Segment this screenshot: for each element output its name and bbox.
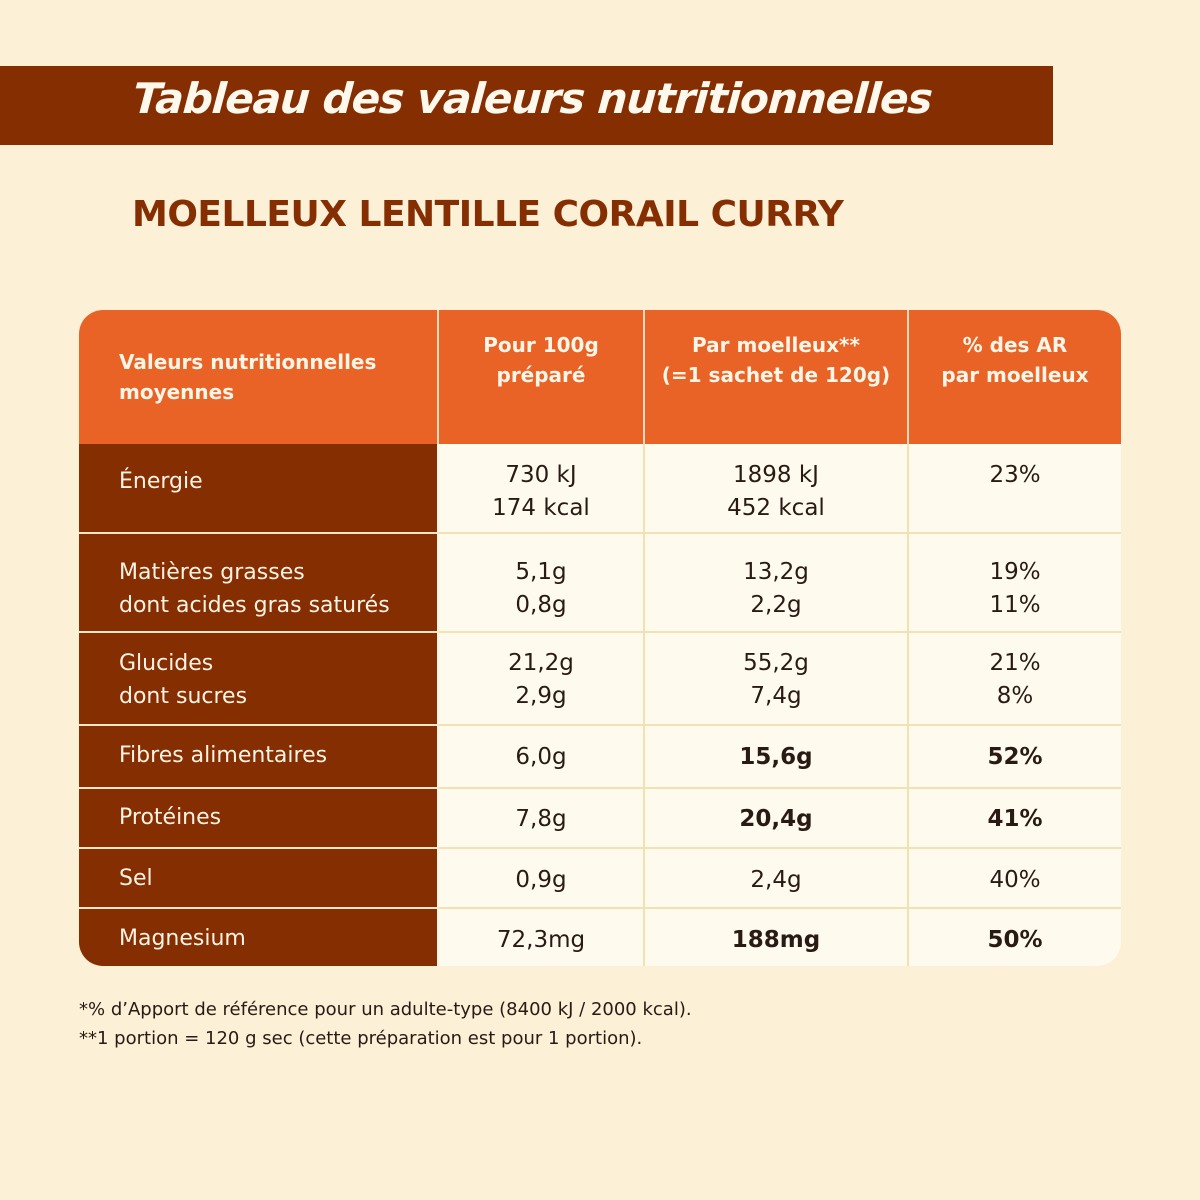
value-ar-percent-line: 11% (989, 592, 1041, 618)
value-per-portion: 1898 kJ 452 kcal (644, 444, 909, 534)
header-per-100g: Pour 100g préparé (438, 310, 645, 444)
value-per-portion-line: 1898 kJ (733, 462, 819, 488)
value-ar-percent-line: 23% (989, 462, 1041, 488)
value-per-portion-line: 55,2g (743, 650, 809, 676)
nutrient-label-line: Matières grasses (119, 560, 305, 585)
value-ar-percent: 50% (908, 908, 1121, 966)
value-per-100g-line: 730 kJ (505, 462, 577, 488)
footnote-ar: *% d’Apport de référence pour un adulte-… (79, 999, 692, 1020)
header-per-portion-line1: Par moelleux** (692, 333, 860, 357)
value-ar-percent-line: 21% (989, 650, 1041, 676)
table-row: Énergie 730 kJ 174 kcal 1898 kJ 452 kcal 23% (79, 444, 1121, 534)
value-per-portion: 13,2g 2,2g (644, 533, 909, 633)
header-nutrient-line2: moyennes (119, 380, 235, 404)
value-per-100g-line: 6,0g (515, 744, 567, 770)
value-per-100g-line: 174 kcal (492, 495, 590, 521)
header-ar-percent: % des AR par moelleux (908, 310, 1121, 444)
nutrient-label: Protéines (79, 788, 439, 849)
value-ar-percent: 52% (908, 725, 1121, 789)
value-per-portion: 15,6g (644, 725, 909, 789)
value-per-portion-line: 2,4g (750, 867, 802, 893)
value-per-100g: 730 kJ 174 kcal (438, 444, 645, 534)
value-ar-percent: 23% (908, 444, 1121, 534)
nutrient-label-line: Fibres alimentaires (119, 743, 328, 768)
nutrient-label-line: Glucides (119, 651, 214, 676)
value-ar-percent: 21% 8% (908, 632, 1121, 726)
header-per-portion: Par moelleux** (=1 sachet de 120g) (644, 310, 909, 444)
table-row: Sel 0,9g 2,4g 40% (79, 848, 1121, 909)
value-per-100g: 0,9g (438, 848, 645, 909)
value-per-100g: 5,1g 0,8g (438, 533, 645, 633)
nutrient-label-line: Magnesium (119, 926, 246, 951)
nutrient-label: Magnesium (79, 908, 439, 966)
value-per-100g-line: 5,1g (515, 559, 567, 585)
value-per-100g-line: 2,9g (515, 683, 567, 709)
nutrient-label: Sel (79, 848, 439, 909)
header-per-100g-line2: préparé (496, 363, 586, 387)
table-row: Protéines 7,8g 20,4g 41% (79, 788, 1121, 849)
header-ar-line1: % des AR (962, 333, 1068, 357)
value-per-portion: 55,2g 7,4g (644, 632, 909, 726)
value-per-portion-line: 2,2g (750, 592, 802, 618)
nutrient-label: Énergie (79, 444, 439, 534)
value-per-portion-line: 188mg (731, 927, 821, 953)
table-row: Fibres alimentaires 6,0g 15,6g 52% (79, 725, 1121, 789)
value-per-portion-line: 7,4g (750, 683, 802, 709)
value-per-portion: 2,4g (644, 848, 909, 909)
nutrient-label: Fibres alimentaires (79, 725, 439, 789)
value-ar-percent: 19% 11% (908, 533, 1121, 633)
nutrient-label-line: dont acides gras saturés (119, 593, 390, 618)
value-ar-percent-line: 40% (989, 867, 1041, 893)
table-header-row: Valeurs nutritionnelles moyennes Pour 10… (79, 310, 1121, 444)
value-ar-percent-line: 41% (987, 806, 1043, 832)
nutrient-label: Glucides dont sucres (79, 632, 439, 726)
nutrient-label: Matières grasses dont acides gras saturés (79, 533, 439, 633)
footnote-portion: **1 portion = 120 g sec (cette préparati… (79, 1028, 643, 1049)
header-nutrient-line1: Valeurs nutritionnelles (119, 350, 377, 374)
header-nutrient: Valeurs nutritionnelles moyennes (79, 310, 439, 444)
value-per-portion: 20,4g (644, 788, 909, 849)
value-per-portion: 188mg (644, 908, 909, 966)
value-ar-percent-line: 8% (996, 683, 1034, 709)
nutrient-label-line: Sel (119, 866, 153, 891)
value-per-100g: 21,2g 2,9g (438, 632, 645, 726)
title-banner: Tableau des valeurs nutritionnelles (0, 66, 1053, 145)
table-row: Glucides dont sucres 21,2g 2,9g 55,2g 7,4g 21%… (79, 632, 1121, 726)
header-ar-line2: par moelleux (941, 363, 1089, 387)
value-per-portion-line: 20,4g (739, 806, 813, 832)
value-ar-percent-line: 52% (987, 744, 1043, 770)
nutrient-label-line: Protéines (119, 805, 222, 830)
value-per-100g-line: 21,2g (508, 650, 574, 676)
value-ar-percent-line: 50% (987, 927, 1043, 953)
value-per-portion-line: 13,2g (743, 559, 809, 585)
value-per-100g-line: 0,9g (515, 867, 567, 893)
value-ar-percent: 40% (908, 848, 1121, 909)
product-name: MOELLEUX LENTILLE CORAIL CURRY (132, 194, 844, 235)
nutrition-table: Valeurs nutritionnelles moyennes Pour 10… (79, 310, 1121, 966)
value-per-100g-line: 7,8g (515, 806, 567, 832)
value-ar-percent-line: 19% (989, 559, 1041, 585)
table-row: Matières grasses dont acides gras saturés… (79, 533, 1121, 633)
value-ar-percent: 41% (908, 788, 1121, 849)
header-per-portion-line2: (=1 sachet de 120g) (661, 363, 891, 387)
value-per-100g-line: 0,8g (515, 592, 567, 618)
page-title: Tableau des valeurs nutritionnelles (131, 74, 934, 123)
value-per-portion-line: 15,6g (739, 744, 813, 770)
value-per-portion-line: 452 kcal (727, 495, 825, 521)
nutrient-label-line: Énergie (119, 469, 203, 494)
value-per-100g: 7,8g (438, 788, 645, 849)
value-per-100g: 72,3mg (438, 908, 645, 966)
header-per-100g-line1: Pour 100g (483, 333, 599, 357)
value-per-100g-line: 72,3mg (496, 927, 586, 953)
value-per-100g: 6,0g (438, 725, 645, 789)
table-row: Magnesium 72,3mg 188mg 50% (79, 908, 1121, 966)
footnotes: *% d’Apport de référence pour un adulte-… (79, 995, 692, 1053)
nutrient-label-line: dont sucres (119, 684, 248, 709)
